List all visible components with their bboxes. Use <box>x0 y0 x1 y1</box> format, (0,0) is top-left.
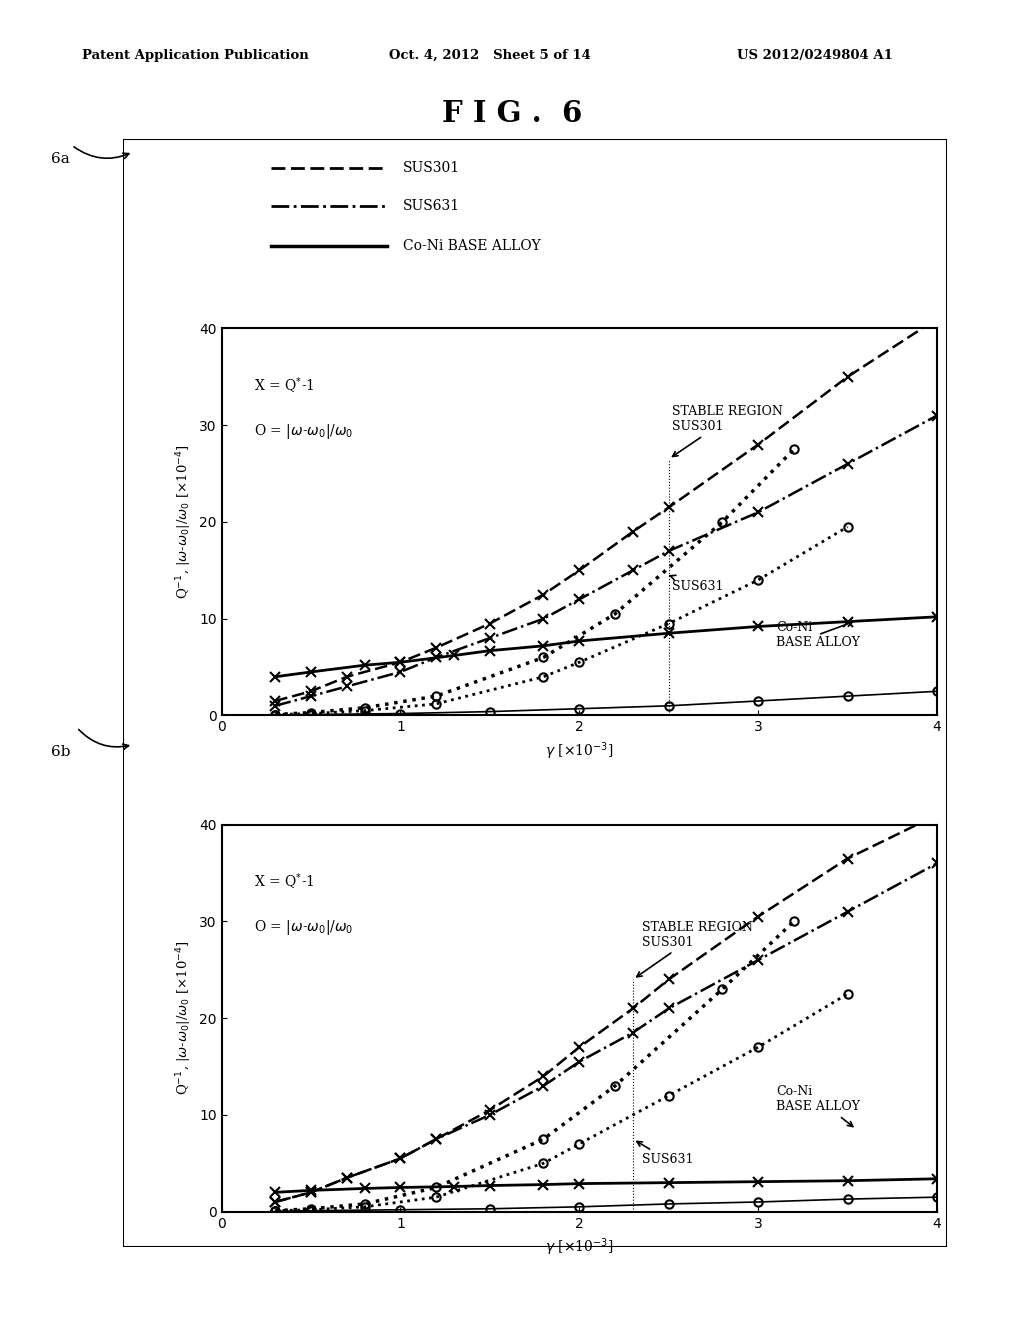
Text: F I G .  6: F I G . 6 <box>441 99 583 128</box>
Text: Oct. 4, 2012   Sheet 5 of 14: Oct. 4, 2012 Sheet 5 of 14 <box>389 49 591 62</box>
Text: 6a: 6a <box>51 152 70 166</box>
Text: SUS301: SUS301 <box>403 161 460 174</box>
X-axis label: $\gamma$ [$\times$10$^{-3}$]: $\gamma$ [$\times$10$^{-3}$] <box>545 741 613 762</box>
Y-axis label: Q$^{-1}$, |$\omega$-$\omega_0$|/$\omega_0$ [$\times$10$^{-4}$]: Q$^{-1}$, |$\omega$-$\omega_0$|/$\omega_… <box>174 941 194 1096</box>
Text: O = |$\omega$-$\omega_0$|/$\omega_0$: O = |$\omega$-$\omega_0$|/$\omega_0$ <box>254 919 353 937</box>
Text: US 2012/0249804 A1: US 2012/0249804 A1 <box>737 49 893 62</box>
Text: Co-Ni
BASE ALLOY: Co-Ni BASE ALLOY <box>776 1085 860 1126</box>
Text: X = Q$^{*}$-1: X = Q$^{*}$-1 <box>254 873 314 892</box>
Text: SUS631: SUS631 <box>637 1142 693 1167</box>
Text: 6b: 6b <box>51 744 71 759</box>
Text: Co-Ni
BASE ALLOY: Co-Ni BASE ALLOY <box>776 620 860 649</box>
Text: O = |$\omega$-$\omega_0$|/$\omega_0$: O = |$\omega$-$\omega_0$|/$\omega_0$ <box>254 422 353 441</box>
X-axis label: $\gamma$ [$\times$10$^{-3}$]: $\gamma$ [$\times$10$^{-3}$] <box>545 1236 613 1258</box>
Text: STABLE REGION
SUS301: STABLE REGION SUS301 <box>637 920 753 977</box>
Text: X = Q$^{*}$-1: X = Q$^{*}$-1 <box>254 376 314 396</box>
Text: Patent Application Publication: Patent Application Publication <box>82 49 308 62</box>
Text: SUS631: SUS631 <box>670 576 724 593</box>
Text: SUS631: SUS631 <box>403 199 460 213</box>
Y-axis label: Q$^{-1}$, |$\omega$-$\omega_0$|/$\omega_0$ [$\times$10$^{-4}$]: Q$^{-1}$, |$\omega$-$\omega_0$|/$\omega_… <box>174 445 194 599</box>
Text: STABLE REGION
SUS301: STABLE REGION SUS301 <box>672 405 783 457</box>
Text: Co-Ni BASE ALLOY: Co-Ni BASE ALLOY <box>403 239 541 252</box>
